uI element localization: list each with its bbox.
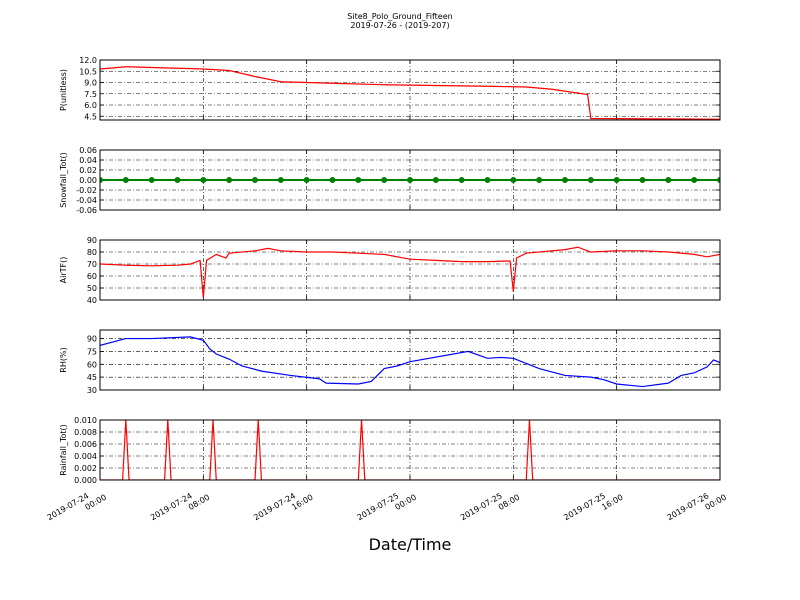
axes-frame: [99, 239, 721, 301]
y-tick-label: 0.06: [79, 146, 97, 155]
marker: [691, 177, 698, 183]
marker: [536, 177, 543, 183]
marker: [665, 177, 672, 183]
series-line: [100, 66, 720, 120]
marker: [252, 177, 258, 183]
y-tick-label: 0.04: [79, 156, 97, 165]
axes-frame: [99, 59, 721, 121]
y-axis-label: AirTF(): [59, 257, 68, 284]
y-tick-label: 7.5: [84, 90, 97, 99]
axes-frame: [99, 329, 721, 391]
y-tick-label: 4.5: [84, 112, 97, 121]
y-tick-label: -0.06: [76, 206, 97, 215]
y-tick-label: 10.5: [79, 67, 97, 76]
plot-area: [100, 66, 720, 120]
y-tick-label: 0.008: [74, 428, 97, 437]
marker: [613, 177, 620, 183]
marker: [639, 177, 646, 183]
marker: [329, 177, 336, 183]
y-tick-label: 0.006: [74, 440, 97, 449]
marker: [381, 177, 388, 183]
figure-title: Site8_Polo_Ground_Fifteen: [347, 12, 452, 21]
y-tick-label: -0.02: [76, 186, 97, 195]
marker: [587, 177, 594, 183]
marker: [458, 177, 465, 183]
y-tick-label: 45: [87, 373, 97, 382]
series-line: [100, 246, 720, 298]
y-axis-label: Rainfall_Tot(): [59, 424, 68, 476]
y-tick-label: 75: [87, 347, 97, 356]
axes-frame: [99, 149, 721, 211]
y-tick-label: 80: [87, 248, 97, 257]
marker: [510, 177, 517, 183]
y-tick-label: 0.010: [74, 416, 97, 425]
marker: [484, 177, 491, 183]
y-tick-label: 90: [87, 335, 97, 344]
y-tick-label: 30: [87, 386, 97, 395]
y-tick-label: 50: [87, 284, 97, 293]
y-tick-label: 0.000: [74, 476, 97, 485]
y-tick-label: 60: [87, 272, 97, 281]
marker: [174, 177, 181, 183]
marker: [148, 177, 155, 183]
plot-area: [100, 177, 720, 183]
y-axis-label: Snowfall_Tot(): [59, 152, 68, 208]
marker: [407, 177, 413, 183]
marker: [717, 177, 720, 183]
y-tick-label: 70: [87, 260, 97, 269]
plot-area: [100, 246, 720, 298]
y-tick-label: 60: [87, 360, 97, 369]
y-tick-label: 0.002: [74, 464, 97, 473]
y-tick-label: 0.00: [79, 176, 97, 185]
y-tick-label: 12.0: [79, 56, 97, 65]
y-tick-label: 6.0: [84, 101, 97, 110]
y-tick-label: 0.02: [79, 166, 97, 175]
y-axis-label: P(unitless): [59, 69, 68, 111]
axes-frame: [99, 419, 721, 481]
marker: [432, 177, 439, 183]
plot-area: [100, 336, 720, 388]
marker: [303, 177, 310, 183]
y-tick-label: 9.0: [84, 79, 97, 88]
y-tick-label: 0.004: [74, 452, 97, 461]
y-tick-label: -0.04: [76, 196, 97, 205]
marker: [122, 177, 129, 183]
y-tick-label: 40: [87, 296, 97, 305]
marker: [562, 177, 568, 183]
x-axis-label: Date/Time: [369, 535, 452, 554]
marker: [277, 177, 284, 183]
y-tick-label: 90: [87, 236, 97, 245]
y-axis-label: RH(%): [59, 347, 68, 372]
marker: [200, 177, 207, 183]
series-line: [100, 336, 720, 388]
marker: [100, 177, 103, 183]
figure-subtitle: 2019-07-26 - (2019-207): [350, 21, 449, 30]
marker: [355, 177, 362, 183]
marker: [226, 177, 233, 183]
